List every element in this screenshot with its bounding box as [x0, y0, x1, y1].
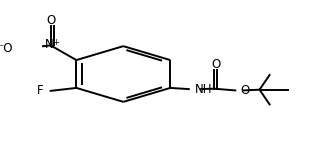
- Text: ⁻O: ⁻O: [0, 42, 13, 55]
- Text: NH: NH: [195, 83, 213, 96]
- Text: +: +: [52, 38, 59, 47]
- Text: O: O: [211, 58, 220, 71]
- Text: F: F: [37, 84, 44, 97]
- Text: O: O: [46, 14, 55, 27]
- Text: N: N: [45, 38, 54, 51]
- Text: O: O: [240, 84, 250, 97]
